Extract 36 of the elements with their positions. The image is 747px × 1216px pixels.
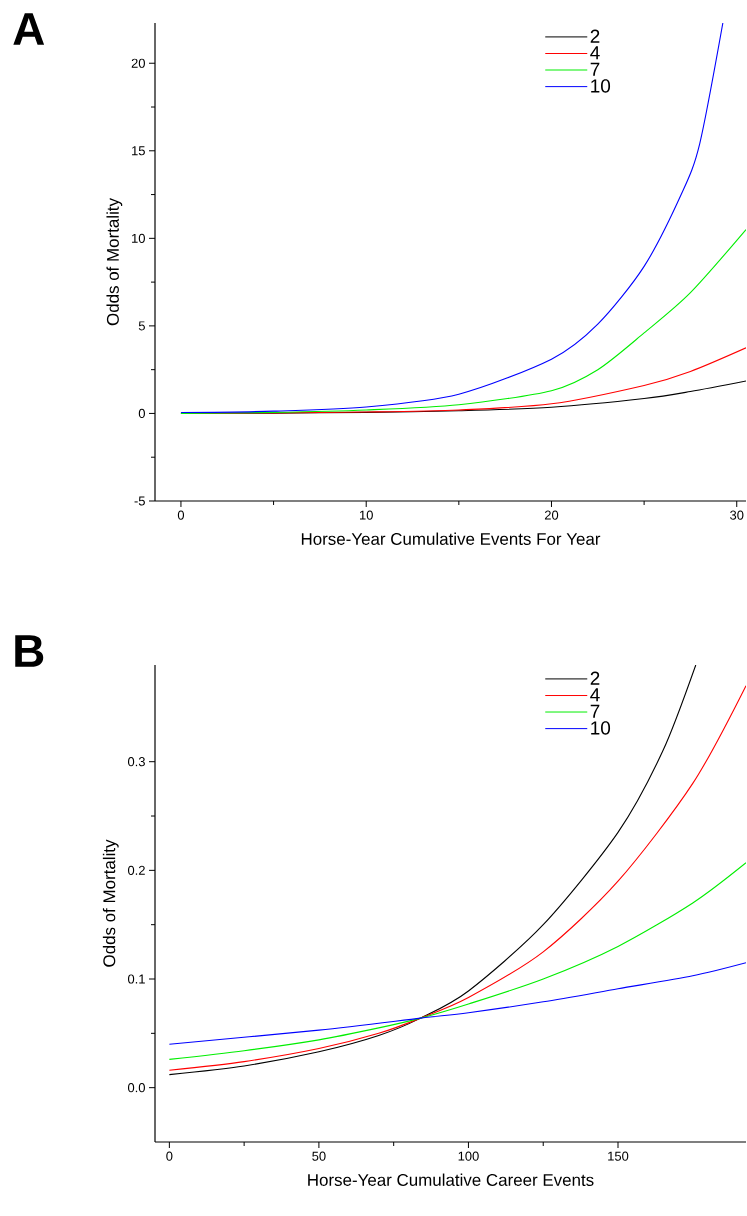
y-tick-label: 0.0 (127, 1083, 145, 1093)
y-tick-label: 0.2 (127, 865, 145, 875)
x-tick-label: 30 (729, 510, 744, 520)
chart-title: B (15, 635, 44, 667)
legend-label: 4 (590, 46, 600, 60)
x-tick-label: 0 (166, 1151, 173, 1161)
x-tick-label: 150 (608, 1151, 629, 1161)
y-tick-label: 0.1 (127, 974, 145, 984)
legend-label: 2 (590, 671, 600, 685)
y-tick-label: 10 (131, 233, 145, 243)
y-tick-label: -5 (134, 496, 145, 506)
legend-label: 10 (591, 721, 610, 735)
chart-title: A (13, 13, 44, 45)
y-tick-label: 0.3 (127, 757, 145, 767)
y-axis-title: Odds of Mortality (106, 198, 123, 326)
line-series (168, 862, 746, 1060)
line-series (168, 962, 746, 1045)
x-tick-label: 0 (177, 510, 184, 520)
y-tick-label: 0 (138, 408, 145, 419)
x-tick-label: 50 (312, 1151, 326, 1161)
line-series (180, 229, 746, 414)
y-tick-label: 20 (131, 58, 145, 68)
legend-label: 7 (590, 704, 600, 718)
legend-label: 7 (590, 62, 600, 76)
legend-label: 10 (591, 79, 610, 93)
y-tick-label: 5 (138, 321, 145, 331)
legend-label: 4 (590, 688, 600, 702)
y-axis-title: Odds of Mortality (102, 839, 119, 967)
legend-label: 2 (590, 29, 600, 43)
x-tick-label: 10 (359, 510, 373, 520)
line-series (180, 22, 724, 414)
x-axis-title: Horse-Year Cumulative Career Events (308, 1173, 594, 1186)
x-axis-title: Horse-Year Cumulative Events For Year (301, 532, 601, 545)
x-tick-label: 100 (458, 1151, 479, 1161)
y-tick-label: 15 (131, 146, 145, 156)
x-tick-label: 20 (544, 510, 559, 520)
